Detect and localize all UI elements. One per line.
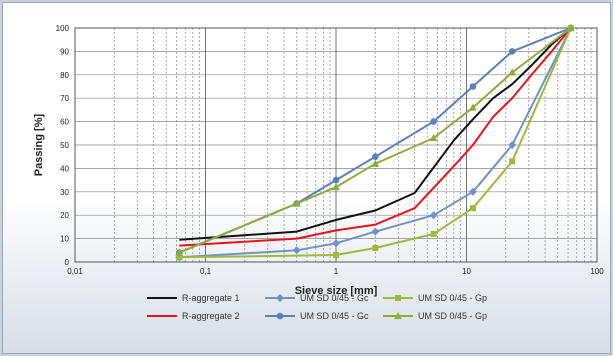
legend-label: UM SD 0/45 - Gc (300, 293, 369, 303)
series-layer (175, 23, 575, 262)
data-point (469, 103, 477, 111)
legend-marker (276, 294, 284, 302)
data-point (372, 244, 379, 251)
y-tick-label: 30 (60, 188, 69, 197)
y-axis-title: Passing [%] (33, 113, 45, 176)
data-point (430, 118, 437, 125)
x-tick-label: 0,01 (67, 267, 83, 276)
plot-border (74, 27, 598, 263)
data-point (292, 199, 301, 207)
legend: R-aggregate 1 R-aggregate 2 UM SD 0/45 - G… (147, 293, 487, 321)
data-point (508, 68, 517, 76)
data-point (430, 230, 437, 237)
legend-item-5: UM SD 0/45 - Gp (383, 293, 487, 303)
x-tick-label: 10 (462, 267, 471, 276)
y-tick-label: 100 (56, 24, 70, 33)
legend-label: R-aggregate 1 (182, 293, 240, 303)
series-line (179, 27, 572, 259)
data-point (176, 254, 183, 261)
series-3 (175, 24, 575, 262)
data-point (175, 248, 184, 256)
data-point (332, 176, 340, 184)
legend-item-2: R-aggregate 2 (147, 311, 240, 321)
series-line (178, 27, 572, 254)
series-2 (179, 27, 572, 247)
y-tick-label: 50 (60, 141, 69, 150)
series-line (179, 27, 572, 241)
grid-layer (75, 28, 597, 262)
legend-item-3: UM SD 0/45 - Gc (265, 293, 369, 303)
y-tick-label: 0 (65, 258, 70, 267)
x-axis-title: Sieve size [mm] (295, 285, 378, 297)
data-point (332, 183, 340, 191)
legend-item-4: UM SD 0/45 - Gc (265, 311, 369, 321)
data-point (566, 23, 575, 32)
y-tick-label: 70 (60, 94, 69, 103)
data-point (371, 227, 380, 236)
legend-marker (394, 311, 402, 320)
y-tick-label: 60 (60, 118, 69, 127)
data-point (429, 211, 438, 220)
series-6 (175, 23, 575, 256)
data-point (371, 153, 379, 160)
legend-item-1: R-aggregate 1 (147, 293, 240, 303)
x-tick-label: 1 (334, 267, 339, 276)
series-1 (179, 27, 572, 241)
data-point (508, 48, 516, 55)
legend-item-6: UM SD 0/45 - Gp (383, 311, 487, 321)
data-point (468, 187, 477, 196)
legend-label: R-aggregate 2 (182, 311, 240, 321)
data-point (371, 159, 380, 167)
y-tick-label: 90 (60, 47, 69, 56)
series-line (178, 27, 572, 254)
tick-layer: 0 10 20 30 40 50 60 70 80 90 100 0,01 0,1 1 10 100 (56, 24, 605, 276)
data-point (429, 133, 438, 142)
legend-label: UM SD 0/45 - Gp (418, 293, 487, 303)
y-tick-label: 20 (60, 211, 69, 220)
data-point (292, 246, 301, 255)
data-point (509, 158, 516, 165)
series-5 (176, 25, 574, 261)
data-point (333, 251, 339, 258)
series-line (179, 27, 572, 247)
data-point (469, 205, 476, 212)
data-point (332, 239, 340, 248)
legend-label: UM SD 0/45 - Gc (300, 311, 369, 321)
y-tick-label: 40 (60, 164, 69, 173)
x-tick-label: 100 (590, 267, 604, 276)
legend-marker (395, 295, 401, 301)
legend-label: UM SD 0/45 - Gp (418, 311, 487, 321)
data-point (508, 141, 517, 149)
legend-marker (276, 312, 284, 320)
data-point (469, 83, 477, 90)
y-tick-label: 80 (60, 71, 69, 80)
x-tick-label: 0,1 (200, 267, 212, 276)
y-tick-label: 10 (60, 235, 69, 244)
